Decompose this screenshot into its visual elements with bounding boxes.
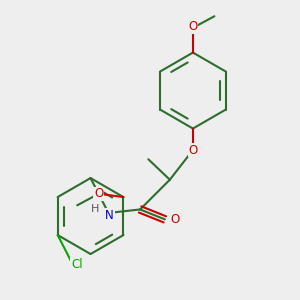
Text: O: O bbox=[170, 213, 179, 226]
Text: H: H bbox=[91, 204, 100, 214]
Text: Cl: Cl bbox=[71, 258, 82, 271]
Text: O: O bbox=[94, 187, 103, 200]
Text: O: O bbox=[188, 20, 198, 33]
Text: N: N bbox=[105, 209, 114, 222]
Text: O: O bbox=[188, 143, 198, 157]
